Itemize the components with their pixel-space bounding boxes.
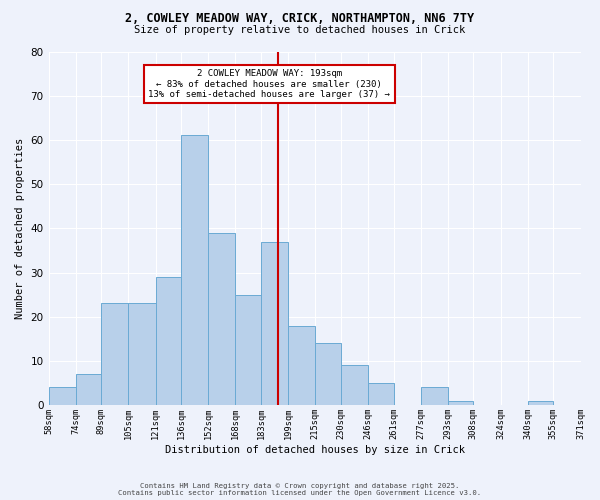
Bar <box>421 388 448 405</box>
Bar <box>208 233 235 405</box>
Bar <box>261 242 288 405</box>
Bar <box>101 304 128 405</box>
Text: 2 COWLEY MEADOW WAY: 193sqm
← 83% of detached houses are smaller (230)
13% of se: 2 COWLEY MEADOW WAY: 193sqm ← 83% of det… <box>148 69 390 99</box>
Bar <box>155 277 181 405</box>
Bar <box>76 374 101 405</box>
X-axis label: Distribution of detached houses by size in Crick: Distribution of detached houses by size … <box>164 445 464 455</box>
Bar <box>235 294 261 405</box>
Text: Contains public sector information licensed under the Open Government Licence v3: Contains public sector information licen… <box>118 490 482 496</box>
Bar <box>316 344 341 405</box>
Bar <box>128 304 155 405</box>
Bar <box>448 400 473 405</box>
Text: 2, COWLEY MEADOW WAY, CRICK, NORTHAMPTON, NN6 7TY: 2, COWLEY MEADOW WAY, CRICK, NORTHAMPTON… <box>125 12 475 26</box>
Bar <box>49 388 76 405</box>
Bar <box>288 326 316 405</box>
Text: Contains HM Land Registry data © Crown copyright and database right 2025.: Contains HM Land Registry data © Crown c… <box>140 483 460 489</box>
Bar <box>581 400 600 405</box>
Bar <box>368 383 394 405</box>
Bar <box>528 400 553 405</box>
Bar <box>341 366 368 405</box>
Y-axis label: Number of detached properties: Number of detached properties <box>15 138 25 319</box>
Bar <box>181 136 208 405</box>
Text: Size of property relative to detached houses in Crick: Size of property relative to detached ho… <box>134 25 466 35</box>
